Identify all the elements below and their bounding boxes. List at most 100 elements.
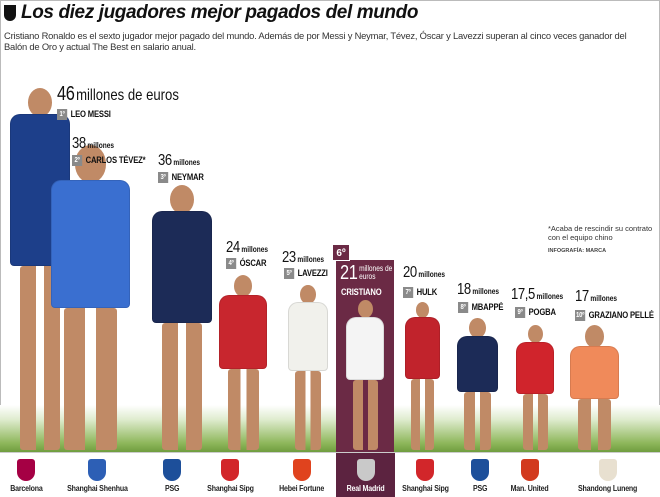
club-shanghai-shenhua: Shanghai Shenhua bbox=[52, 453, 142, 497]
title-marker-icon bbox=[4, 5, 16, 21]
player-head bbox=[415, 302, 430, 319]
salary-unit: millones bbox=[590, 294, 618, 303]
player-name-text: HULK bbox=[416, 287, 438, 297]
page-title: Los diez jugadores mejor pagados del mun… bbox=[4, 2, 418, 24]
club-crest-icon bbox=[221, 459, 239, 481]
player-legs bbox=[352, 379, 378, 450]
player-name: 3º NEYMAR bbox=[158, 172, 204, 183]
player-name-text: ÓSCAR bbox=[239, 258, 267, 268]
player-jersey bbox=[516, 341, 554, 394]
rank-badge: 8º bbox=[458, 302, 469, 313]
player-figure bbox=[212, 275, 274, 450]
club-hebei-fortune: Hebei Fortune bbox=[268, 453, 336, 497]
player-name-text: LEO MESSI bbox=[70, 109, 111, 119]
club-real-madrid: Real Madrid bbox=[336, 453, 395, 497]
club-name: Hebei Fortune bbox=[279, 484, 325, 493]
player-name: 1º LEO MESSI bbox=[57, 109, 111, 120]
club-name: Shanghai Shenhua bbox=[66, 484, 128, 493]
player-name-text: NEYMAR bbox=[171, 172, 204, 182]
salary-number: 21 bbox=[340, 262, 358, 284]
player-name-text: LAVEZZI bbox=[297, 268, 328, 278]
player-jersey bbox=[288, 302, 328, 372]
player-figure bbox=[38, 145, 143, 450]
player-jersey bbox=[405, 316, 440, 379]
salary-unit: millones bbox=[536, 292, 564, 301]
footnote: *Acaba de rescindir su contrato con el e… bbox=[548, 224, 653, 242]
rank-badge: 1º bbox=[57, 109, 68, 120]
player-figure bbox=[510, 325, 560, 450]
player-legs bbox=[162, 322, 202, 450]
salary-unit: millones bbox=[297, 255, 325, 264]
player-head bbox=[233, 275, 253, 298]
player-jersey bbox=[219, 295, 267, 369]
club-name: Man. United bbox=[511, 484, 549, 493]
salary-unit: millones bbox=[87, 141, 115, 150]
subtitle: Cristiano Ronaldo es el sexto jugador me… bbox=[4, 30, 627, 52]
player-jersey bbox=[50, 179, 131, 308]
player-legs bbox=[463, 391, 492, 450]
club-crest-icon bbox=[356, 459, 375, 481]
player-name-text: MBAPPÉ bbox=[471, 302, 504, 312]
player-legs bbox=[295, 371, 321, 450]
player-name: 9º POGBA bbox=[515, 307, 556, 318]
club-shandong-luneng: Shandong Luneng bbox=[555, 453, 660, 497]
player-jersey bbox=[569, 346, 620, 399]
player-jersey bbox=[151, 211, 213, 323]
player-head bbox=[28, 88, 52, 117]
player-head bbox=[300, 285, 316, 304]
salary-value: 17 millones bbox=[575, 289, 617, 305]
club-name: Barcelona bbox=[9, 484, 43, 493]
salary-unit: millones bbox=[418, 270, 446, 279]
salary-number: 17,5 bbox=[511, 286, 535, 303]
club-shanghai-sipg: Shanghai Sipg bbox=[200, 453, 260, 497]
salary-value: 46 millones de euros bbox=[57, 84, 179, 104]
salary-unit: millones bbox=[173, 158, 201, 167]
club-name: PSG bbox=[164, 484, 180, 493]
club-shanghai-sipg: Shanghai Sipg bbox=[395, 453, 455, 497]
salary-value: 17,5 millones bbox=[511, 287, 563, 303]
club-crest-icon bbox=[88, 459, 106, 481]
player-jersey bbox=[346, 316, 384, 380]
title-text: Los diez jugadores mejor pagados del mun… bbox=[21, 2, 419, 23]
salary-value: 23 millones bbox=[282, 250, 324, 266]
club-name: Shanghai Sipg bbox=[401, 484, 449, 493]
player-figure bbox=[562, 325, 627, 450]
club-crest-icon bbox=[416, 459, 434, 481]
salary-number: 20 bbox=[403, 264, 417, 281]
player-name: 5º LAVEZZI bbox=[284, 268, 328, 279]
club-name: Real Madrid bbox=[346, 484, 385, 493]
club-man-united: Man. United bbox=[505, 453, 555, 497]
salary-value: 38 millones bbox=[72, 136, 114, 152]
club-name: PSG bbox=[472, 484, 488, 493]
player-name: 10º GRAZIANO PELLÉ bbox=[575, 310, 654, 321]
player-figure bbox=[340, 300, 390, 450]
salary-value: 18 millones bbox=[457, 282, 499, 298]
player-legs bbox=[578, 398, 611, 450]
salary-unit: millones bbox=[241, 245, 269, 254]
rank-badge: 5º bbox=[284, 268, 295, 279]
club-crest-icon bbox=[598, 459, 617, 481]
salary-number: 18 bbox=[457, 281, 471, 298]
salary-number: 38 bbox=[72, 135, 86, 152]
club-name: Shandong Luneng bbox=[577, 484, 638, 493]
salary-unit: millones bbox=[472, 287, 500, 296]
salary-unit: millones de euros bbox=[359, 264, 393, 281]
club-name: Shanghai Sipg bbox=[206, 484, 254, 493]
player-legs bbox=[227, 368, 259, 450]
player-legs bbox=[411, 379, 434, 450]
player-head bbox=[170, 185, 194, 214]
player-name: CRISTIANO bbox=[341, 287, 382, 298]
player-head bbox=[469, 318, 486, 338]
rank-badge: 10º bbox=[575, 310, 586, 321]
player-figure bbox=[282, 285, 334, 450]
player-jersey bbox=[456, 336, 499, 392]
rank-badge: 7º bbox=[403, 287, 414, 298]
rank-badge: 2º bbox=[72, 155, 83, 166]
rank-badge: 3º bbox=[158, 172, 169, 183]
player-name-text: GRAZIANO PELLÉ bbox=[588, 310, 654, 320]
salary-number: 36 bbox=[158, 152, 172, 169]
player-head bbox=[357, 300, 373, 318]
club-crest-icon bbox=[17, 459, 35, 481]
player-name: 2º CARLOS TÉVEZ* bbox=[72, 155, 146, 166]
salary-value: 20 millones bbox=[403, 265, 445, 281]
